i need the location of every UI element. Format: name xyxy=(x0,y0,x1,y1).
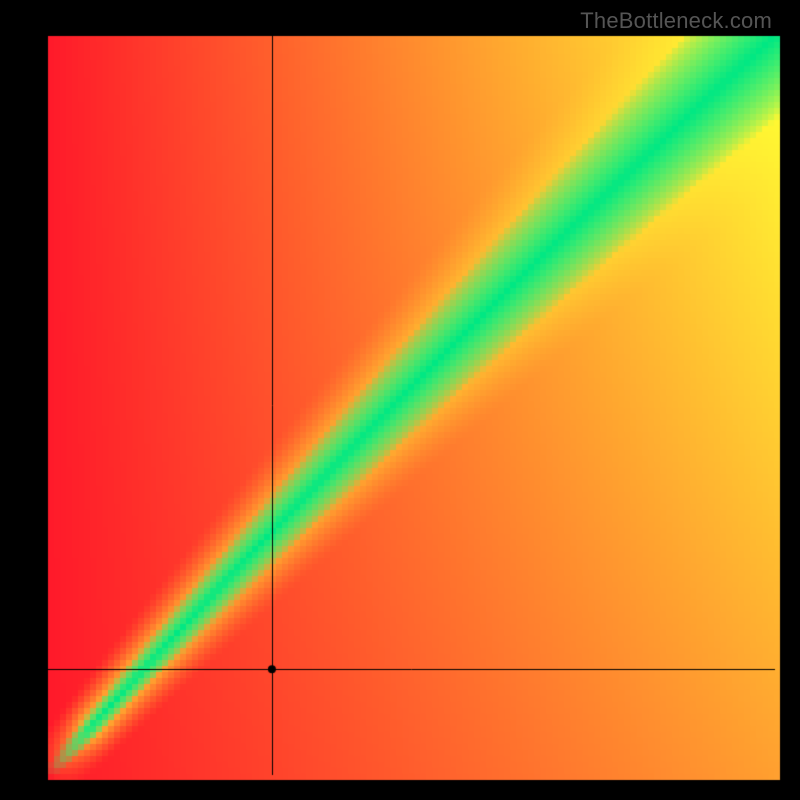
watermark-label: TheBottleneck.com xyxy=(580,8,772,34)
bottleneck-heatmap xyxy=(0,0,800,800)
